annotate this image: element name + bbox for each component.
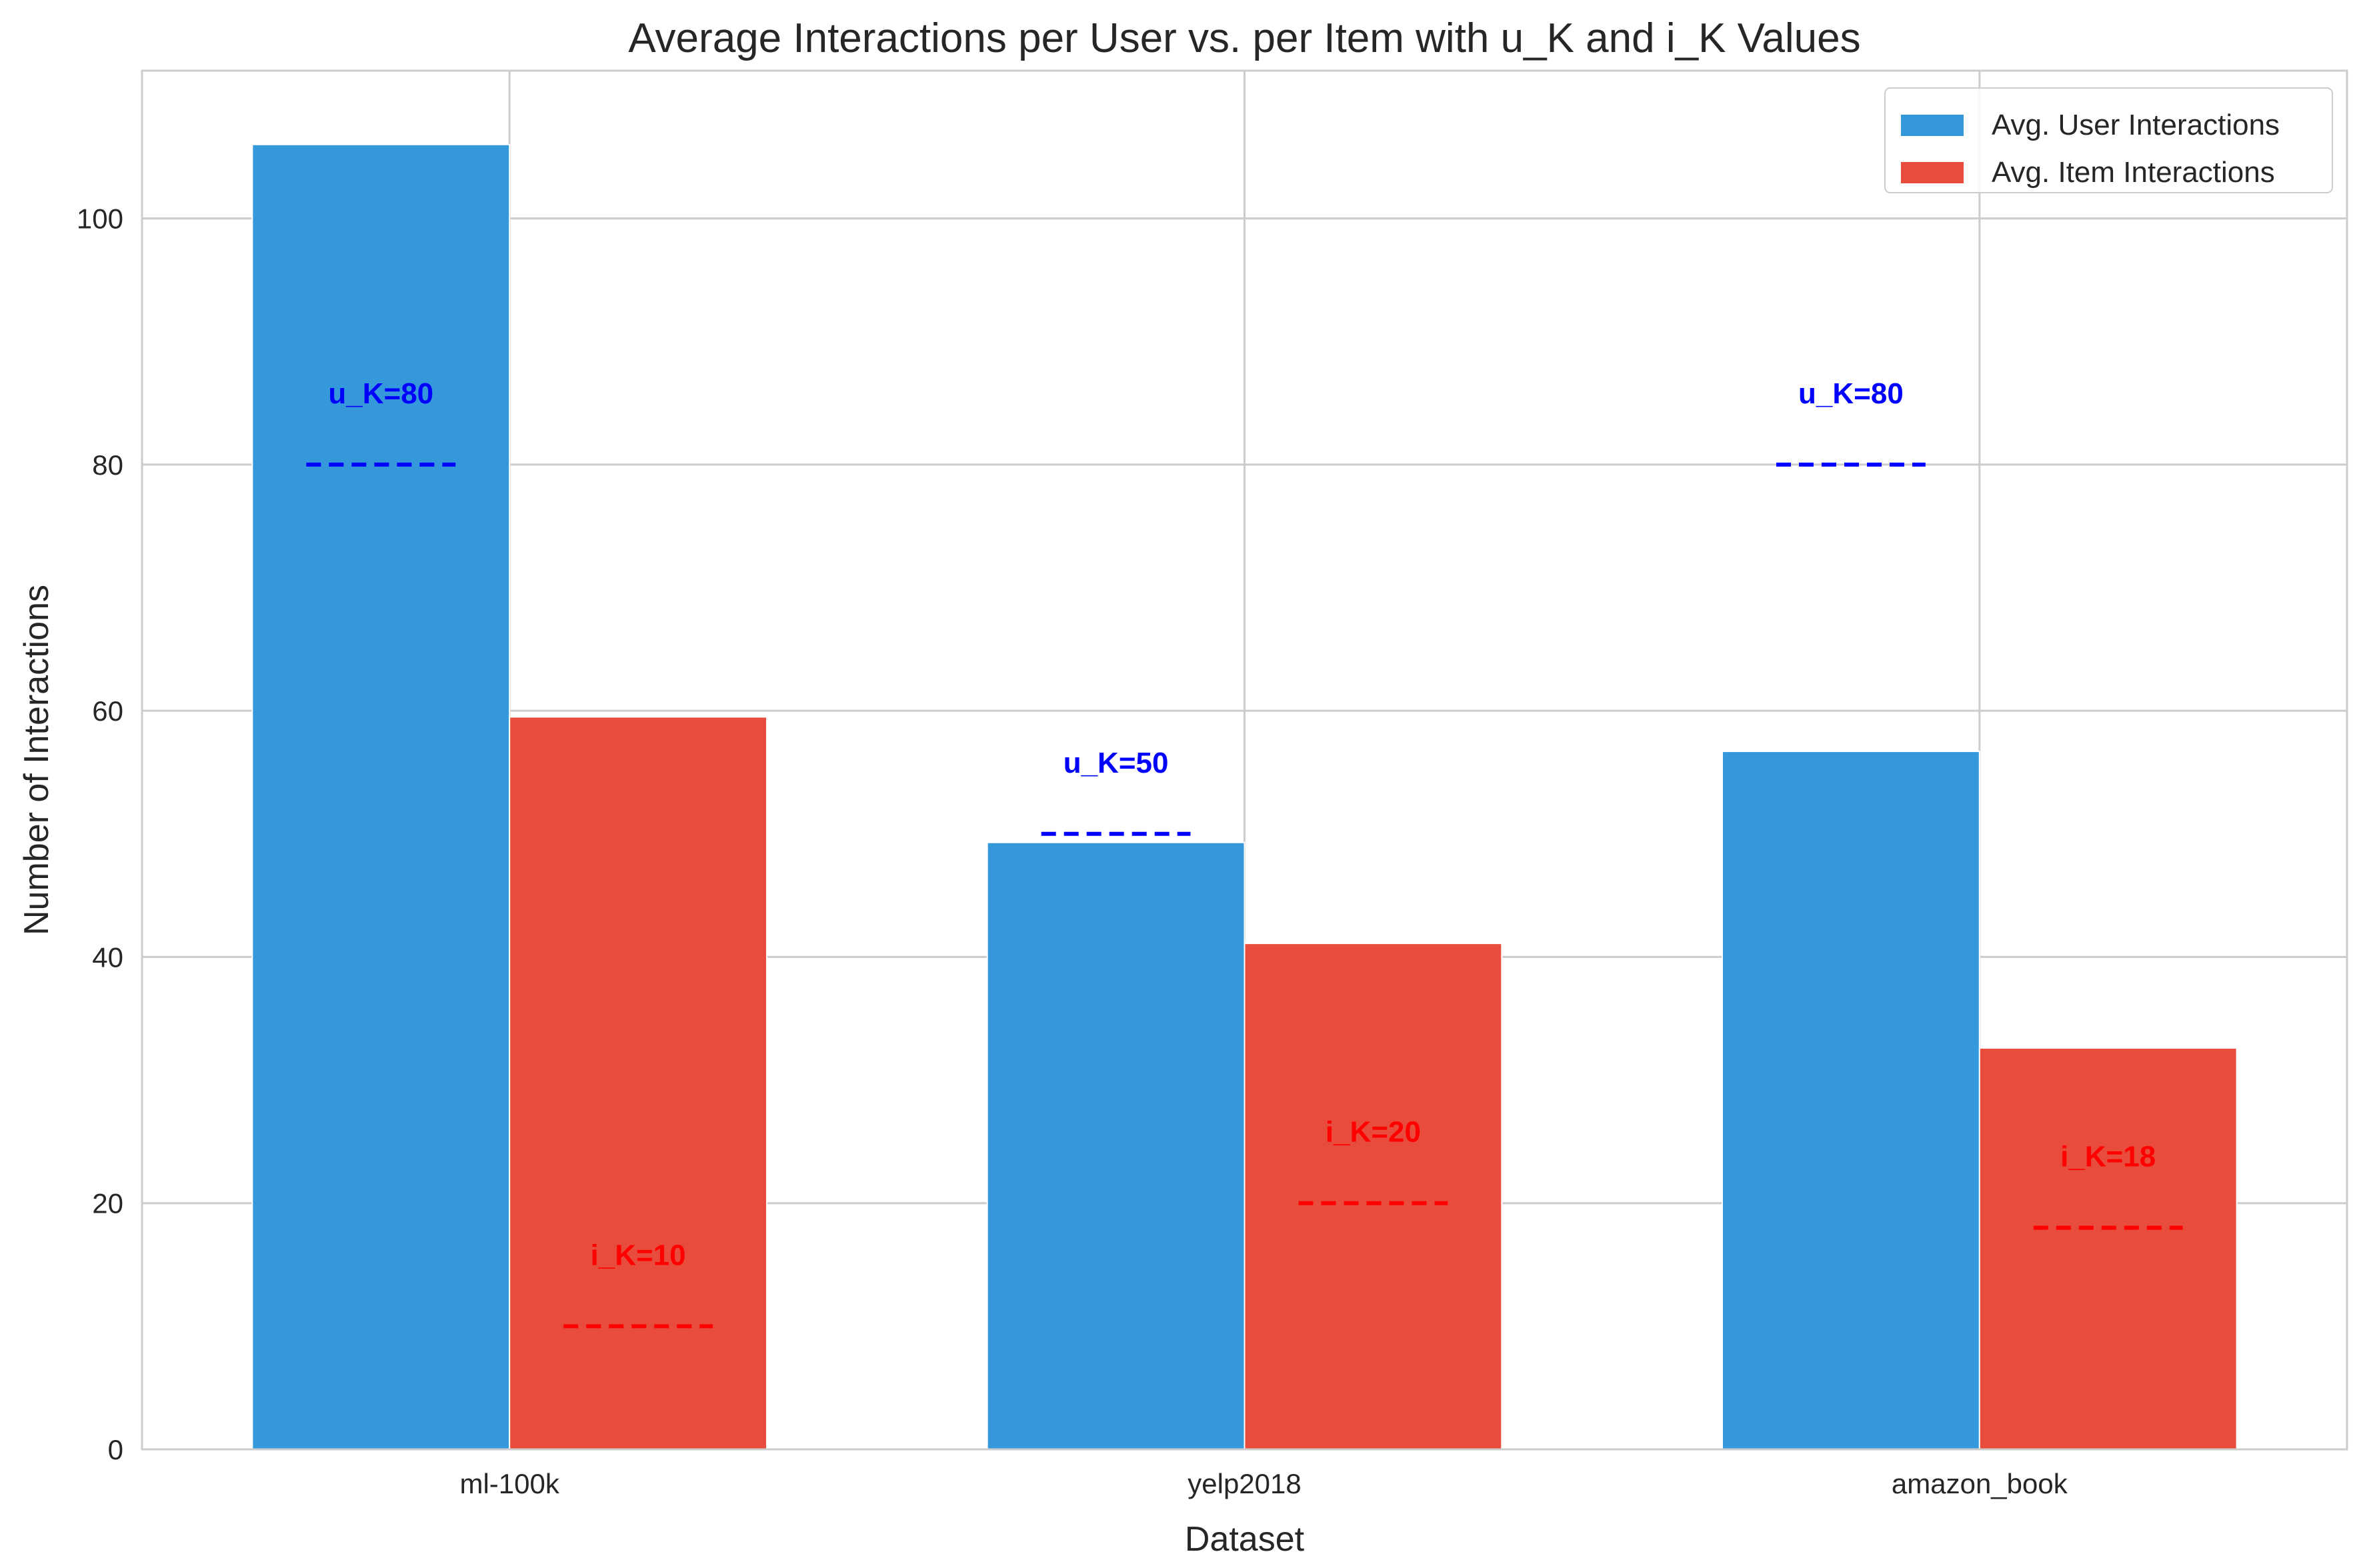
chart-title: Average Interactions per User vs. per It… (628, 15, 1860, 61)
bars (251, 143, 2238, 1451)
x-tick-label: ml-100k (459, 1468, 559, 1499)
bar-user (986, 841, 1246, 1450)
u-k-label: u_K=50 (1063, 747, 1169, 779)
x-tick-label: amazon_book (1892, 1468, 2068, 1499)
legend-swatch-user (1901, 115, 1964, 136)
u-k-label: u_K=80 (328, 377, 433, 410)
bar-item (509, 716, 767, 1450)
i-k-label: i_K=10 (591, 1239, 686, 1271)
bar-user (251, 143, 511, 1450)
legend: Avg. User Interactions Avg. Item Interac… (1884, 87, 2333, 193)
axis-ticks: 0 20 40 60 80 100 ml-100k yelp2018 amazon_book (77, 203, 2068, 1499)
bar-item (1978, 1047, 2238, 1451)
threshold-annotations: u_K=80 u_K=50 u_K=80 i_K=10 i_K=20 i_K=18 (306, 377, 2183, 1329)
legend-label-user: Avg. User Interactions (1992, 109, 2280, 141)
y-axis-label: Number of Interactions (17, 585, 56, 935)
u-k-label: u_K=80 (1798, 377, 1904, 410)
legend-box (1884, 87, 2333, 193)
bar-user (1722, 751, 1980, 1450)
legend-label-item: Avg. Item Interactions (1992, 156, 2275, 189)
legend-swatch-item (1901, 162, 1964, 183)
i-k-label: i_K=18 (2060, 1141, 2156, 1173)
plot-frame (141, 69, 2348, 1451)
y-tick-label: 20 (92, 1188, 123, 1219)
y-tick-label: 100 (77, 203, 123, 235)
y-tick-label: 60 (92, 695, 123, 727)
y-tick-label: 0 (108, 1434, 123, 1465)
bar-item (1244, 943, 1503, 1450)
y-tick-label: 40 (92, 941, 123, 973)
i-k-label: i_K=20 (1326, 1116, 1421, 1149)
x-tick-label: yelp2018 (1188, 1468, 1301, 1499)
y-tick-label: 80 (92, 449, 123, 481)
x-axis-label: Dataset (1185, 1520, 1305, 1559)
